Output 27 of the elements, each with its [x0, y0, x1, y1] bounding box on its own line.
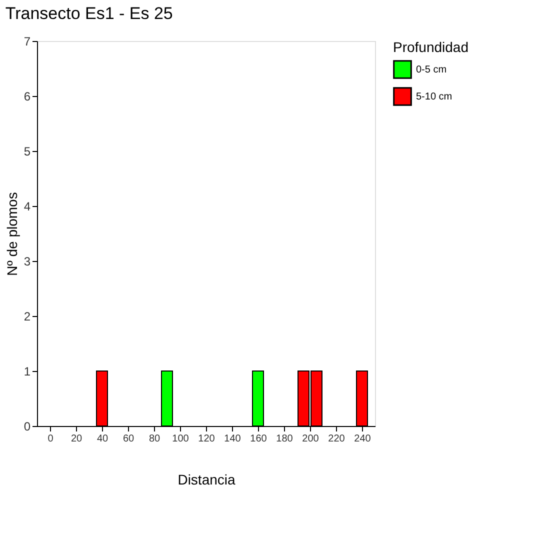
y-tick-label: 2 [24, 310, 31, 324]
legend-title: Profundidad [393, 39, 469, 55]
x-tick-label: 0 [48, 434, 54, 444]
x-tick-label: 100 [172, 434, 190, 444]
y-tick-label: 3 [24, 254, 31, 268]
y-tick-label: 5 [24, 144, 31, 158]
x-tick-label: 240 [354, 434, 372, 444]
x-tick-label: 200 [302, 434, 320, 444]
y-tick-label: 4 [24, 200, 31, 214]
legend-label: 5-10 cm [416, 92, 452, 102]
y-axis-title: Nº de plomos [4, 192, 20, 276]
x-tick-label: 220 [328, 434, 346, 444]
y-tick-label: 7 [24, 34, 31, 48]
x-tick-label: 140 [224, 434, 242, 444]
x-tick-label: 20 [70, 434, 82, 444]
x-tick-label: 40 [96, 434, 108, 444]
legend-label: 0-5 cm [416, 64, 447, 76]
y-tick-label: 0 [24, 420, 31, 434]
x-tick-label: 60 [122, 434, 134, 444]
x-tick-label: 160 [250, 434, 268, 444]
x-tick-label: 120 [198, 434, 216, 444]
x-axis-title: Distancia [178, 472, 236, 488]
x-tick-label: 80 [148, 434, 160, 444]
chart-title: Transecto Es1 - Es 25 [5, 4, 173, 23]
y-tick-label: 1 [24, 364, 31, 378]
x-tick-label: 180 [276, 434, 294, 444]
y-tick-label: 6 [24, 90, 31, 104]
